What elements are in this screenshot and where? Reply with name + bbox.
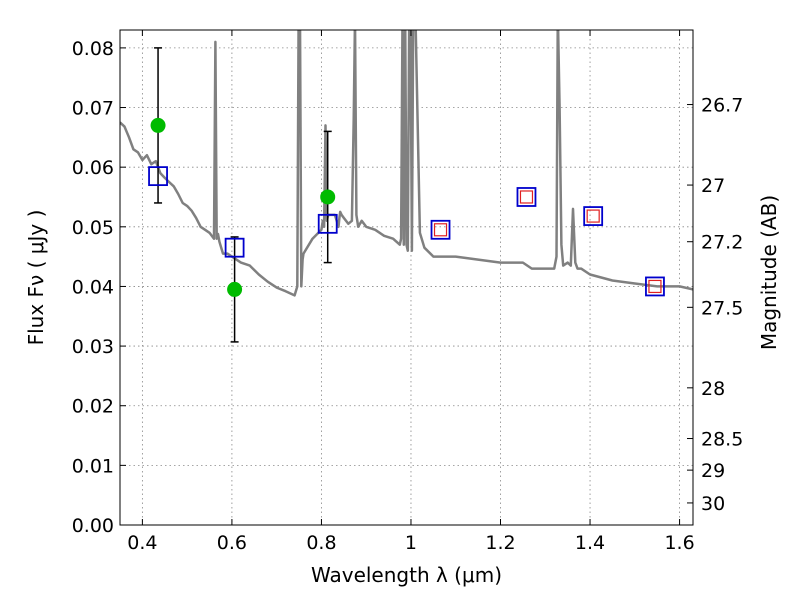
- magnitude-tick-label: 27.5: [701, 297, 743, 319]
- x-tick-label: 1.6: [664, 532, 694, 554]
- observed-flux-point: [150, 117, 166, 133]
- x-tick-label: 0.6: [217, 532, 247, 554]
- y-tick-label: 0.08: [72, 38, 114, 60]
- magnitude-tick-label: 27.2: [701, 232, 743, 254]
- magnitude-tick-label: 27: [701, 175, 725, 197]
- axis-ticks: 0.4 0.6 0.8 1 1.2 1.4 1.6 0.00 0.01 0.02 0.03 0.04 0…: [72, 30, 743, 554]
- y-tick-label: 0.04: [72, 276, 114, 298]
- magnitude-tick-label: 29: [701, 460, 725, 482]
- sed-spectrum-line: [120, 30, 693, 297]
- x-tick-label: 1.4: [575, 532, 605, 554]
- model-flux-box: [430, 219, 451, 240]
- y-tick-label: 0.07: [72, 98, 114, 120]
- model-flux-box: [516, 187, 537, 207]
- model-flux-inner-box: [519, 190, 534, 204]
- magnitude-tick-label: 30: [701, 493, 725, 515]
- model-flux-box: [583, 206, 604, 226]
- model-flux-inner-box: [433, 223, 448, 237]
- observed-flux-point: [227, 281, 243, 297]
- model-flux-box: [224, 237, 245, 258]
- model-flux-box: [645, 276, 665, 297]
- model-flux-box: [317, 213, 338, 234]
- y-tick-label: 0.06: [72, 157, 114, 179]
- magnitude-tick-label: 28: [701, 378, 725, 400]
- model-flux-inner-box: [648, 279, 662, 294]
- x-tick-label: 0.8: [306, 532, 336, 554]
- y-tick-label: 0.01: [72, 455, 114, 477]
- y-tick-label: 0.00: [72, 515, 114, 537]
- y-axis-label: Flux Fν ( μJy ): [24, 210, 48, 346]
- x-tick-label: 1: [405, 532, 417, 554]
- y-tick-label: 0.05: [72, 217, 114, 239]
- y-tick-label: 0.03: [72, 336, 114, 358]
- plot-frame: [119, 29, 694, 526]
- magnitude-tick-label: 26.7: [701, 95, 743, 117]
- magnitude-axis-label: Magnitude (AB): [757, 195, 781, 350]
- observed-flux-point: [320, 189, 336, 205]
- magnitude-tick-label: 28.5: [701, 429, 743, 451]
- x-tick-label: 0.4: [127, 532, 157, 554]
- x-tick-label: 1.2: [485, 532, 515, 554]
- plot-area: [120, 30, 693, 343]
- y-tick-label: 0.02: [72, 396, 114, 418]
- x-axis-label: Wavelength λ (μm): [311, 563, 502, 587]
- model-flux-inner-box: [586, 209, 600, 223]
- model-flux-box: [148, 166, 168, 187]
